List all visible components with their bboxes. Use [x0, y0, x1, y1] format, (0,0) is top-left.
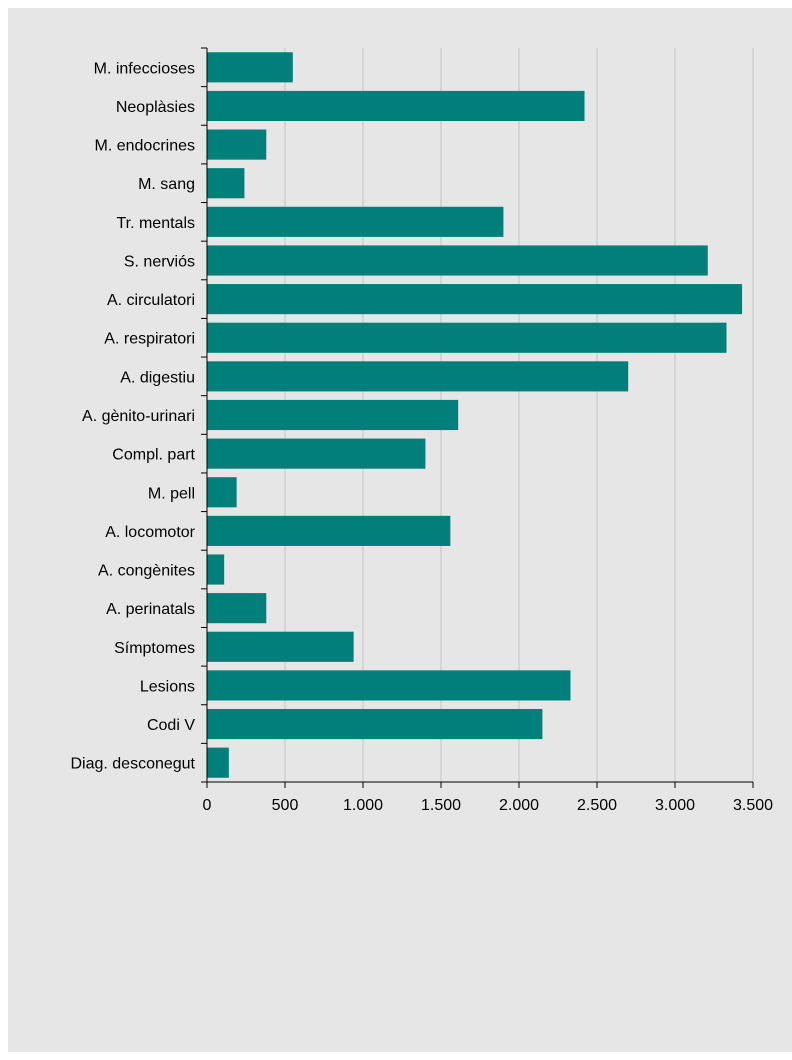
- bar: [207, 129, 267, 160]
- x-tick-label: 2.000: [499, 797, 539, 814]
- bar: [207, 52, 293, 83]
- bar: [207, 361, 629, 392]
- x-tick-label: 3.500: [733, 797, 773, 814]
- x-tick-label: 1.500: [421, 797, 461, 814]
- bar: [207, 245, 708, 276]
- x-tick-labels: 0 500 1.000 1.500 2.000 2.500 3.000 3.500: [203, 797, 774, 814]
- category-label: M. sang: [138, 176, 195, 193]
- category-label: A. locomotor: [105, 524, 195, 541]
- bar: [207, 438, 426, 469]
- category-label: A. congènites: [98, 563, 195, 580]
- x-tick-label: 0: [203, 797, 212, 814]
- bar: [207, 322, 727, 353]
- bar: [207, 206, 504, 237]
- x-tick-label: 3.000: [655, 797, 695, 814]
- bars: [207, 52, 743, 778]
- bar: [207, 554, 225, 585]
- category-label: M. endocrines: [95, 138, 196, 155]
- bar-chart: M. infeccioses Neoplàsies M. endocrines M. …: [70, 47, 774, 814]
- category-label: Diag. desconegut: [70, 756, 195, 773]
- bar: [207, 747, 229, 778]
- bar: [207, 515, 451, 546]
- category-label: M. infeccioses: [94, 60, 195, 77]
- bar: [207, 90, 585, 122]
- category-label: A. respiratori: [104, 331, 195, 348]
- x-tick-label: 1.000: [343, 797, 383, 814]
- x-tick-label: 2.500: [577, 797, 617, 814]
- category-label: Codi V: [147, 717, 195, 734]
- category-label: Neoplàsies: [116, 99, 195, 116]
- bar: [207, 284, 743, 315]
- category-label: S. nerviós: [124, 253, 195, 270]
- category-label: Símptomes: [114, 640, 195, 657]
- bar: [207, 593, 267, 624]
- bar: [207, 477, 237, 508]
- category-label: M. pell: [148, 485, 195, 502]
- category-label: Tr. mentals: [116, 215, 195, 232]
- bar: [207, 708, 543, 740]
- category-label: A. digestiu: [120, 369, 195, 386]
- category-label: Compl. part: [112, 447, 195, 464]
- category-labels: M. infeccioses Neoplàsies M. endocrines M. …: [70, 60, 195, 772]
- chart-panel: M. infeccioses Neoplàsies M. endocrines M. …: [8, 8, 792, 1052]
- bar: [207, 631, 354, 662]
- axes: [201, 47, 754, 788]
- category-label: A. gènito-urinari: [82, 408, 195, 425]
- category-label: Lesions: [140, 678, 195, 695]
- bar: [207, 168, 245, 199]
- bar: [207, 399, 459, 431]
- bar: [207, 670, 571, 701]
- category-label: A. circulatori: [107, 292, 195, 309]
- x-tick-label: 500: [272, 797, 299, 814]
- category-label: A. perinatals: [106, 601, 195, 618]
